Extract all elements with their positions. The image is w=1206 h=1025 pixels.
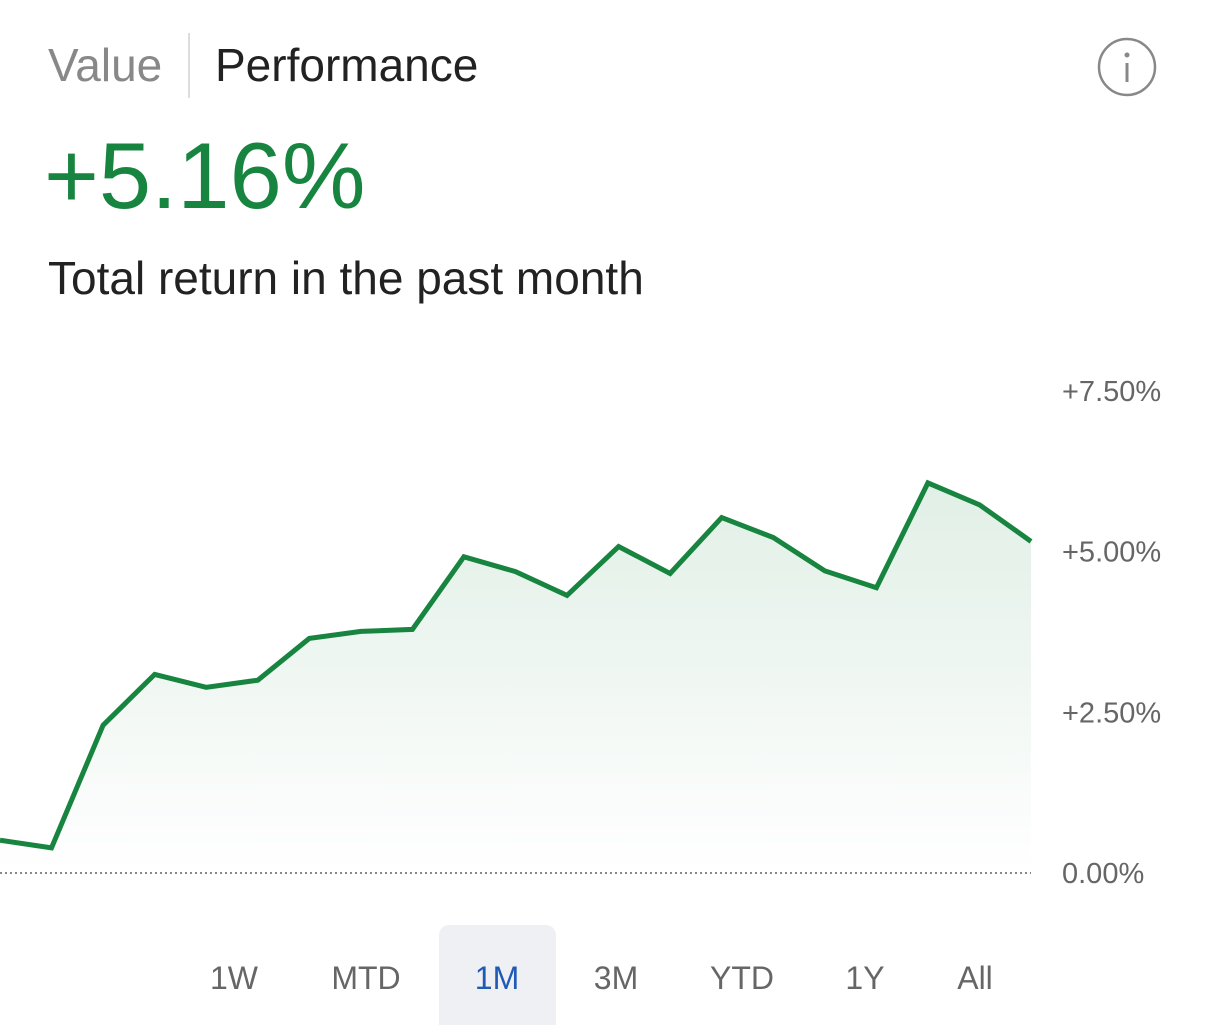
y-tick-label: +2.50% — [1062, 697, 1161, 729]
subtitle: Total return in the past month — [48, 252, 644, 304]
headline-return: +5.16% — [44, 123, 365, 228]
y-tick-label: +7.50% — [1062, 376, 1161, 408]
info-icon[interactable] — [1097, 37, 1157, 97]
tab[interactable]: Value — [48, 39, 162, 91]
range-button[interactable]: 1Y — [845, 960, 884, 996]
range-button[interactable]: YTD — [710, 960, 774, 996]
range-selected-bg — [439, 925, 556, 1025]
range-button[interactable]: 1M — [475, 960, 519, 996]
range-button[interactable]: 1W — [210, 960, 259, 996]
y-tick-label: 0.00% — [1062, 858, 1144, 890]
range-button[interactable]: All — [957, 960, 993, 996]
range-button[interactable]: MTD — [331, 960, 400, 996]
return-line — [0, 479, 1033, 851]
y-tick-label: +5.00% — [1062, 537, 1161, 569]
area-fill — [0, 482, 1031, 873]
range-button[interactable]: 3M — [594, 960, 638, 996]
tab[interactable]: Performance — [215, 39, 478, 91]
